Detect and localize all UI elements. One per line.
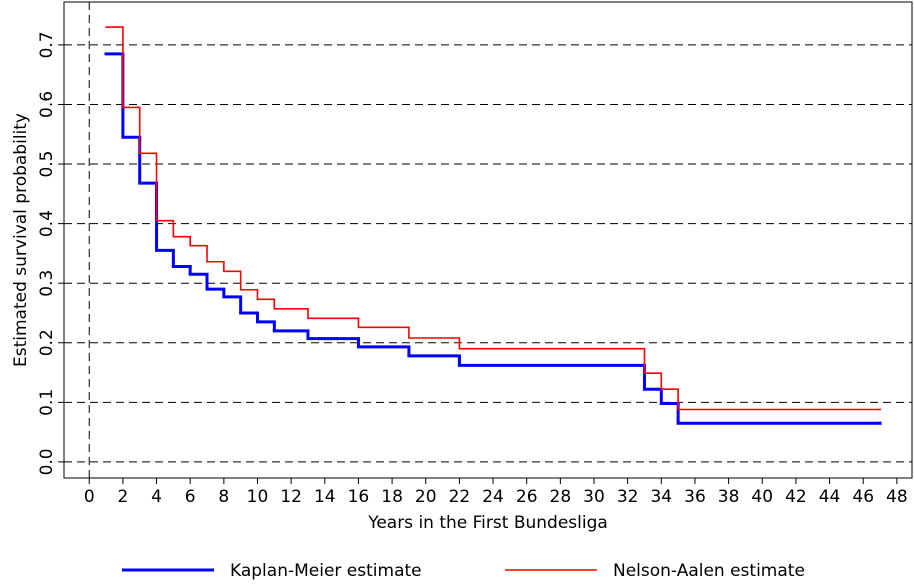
- x-tick-label: 28: [550, 487, 572, 507]
- y-tick-label: 0.0: [37, 448, 57, 475]
- x-tick-label: 12: [280, 487, 302, 507]
- x-tick-label: 46: [852, 487, 874, 507]
- x-tick-label: 4: [151, 487, 162, 507]
- y-tick-label: 0.3: [37, 270, 57, 297]
- y-tick-label: 0.1: [37, 389, 57, 416]
- x-tick-label: 16: [348, 487, 370, 507]
- x-tick-label: 42: [785, 487, 807, 507]
- x-tick-label: 14: [314, 487, 336, 507]
- x-axis-label: Years in the First Bundesliga: [367, 513, 608, 533]
- x-tick-label: 34: [650, 487, 672, 507]
- x-tick-label: 10: [247, 487, 269, 507]
- y-tick-label: 0.2: [37, 329, 57, 356]
- y-tick-label: 0.7: [37, 31, 57, 58]
- y-tick-label: 0.5: [37, 151, 57, 178]
- legend-label: Nelson-Aalen estimate: [613, 561, 805, 581]
- x-tick-label: 2: [117, 487, 128, 507]
- x-tick-label: 36: [684, 487, 706, 507]
- x-tick-label: 20: [415, 487, 437, 507]
- x-tick-label: 32: [617, 487, 639, 507]
- legend-label: Kaplan-Meier estimate: [230, 561, 422, 581]
- x-tick-label: 0: [84, 487, 95, 507]
- x-tick-label: 6: [185, 487, 196, 507]
- x-tick-label: 48: [886, 487, 908, 507]
- x-tick-label: 22: [449, 487, 471, 507]
- x-tick-label: 30: [583, 487, 605, 507]
- y-tick-label: 0.6: [37, 91, 57, 118]
- y-tick-label: 0.4: [37, 210, 57, 237]
- x-tick-label: 24: [482, 487, 504, 507]
- x-tick-label: 18: [381, 487, 403, 507]
- x-tick-label: 26: [516, 487, 538, 507]
- plot-frame: [63, 1, 913, 479]
- x-tick-label: 44: [819, 487, 841, 507]
- x-tick-label: 8: [218, 487, 229, 507]
- x-tick-label: 40: [751, 487, 773, 507]
- y-axis-label: Estimated survival probability: [11, 113, 31, 367]
- x-tick-label: 38: [718, 487, 740, 507]
